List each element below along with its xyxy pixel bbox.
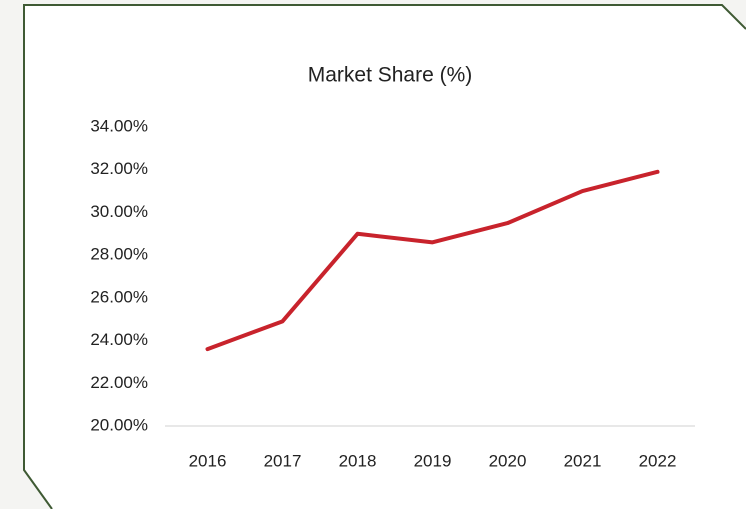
x-tick-label: 2020 (489, 451, 527, 470)
x-tick-label: 2022 (639, 451, 677, 470)
y-tick-label: 24.00% (90, 330, 148, 349)
y-tick-label: 32.00% (90, 159, 148, 178)
x-tick-label: 2017 (264, 451, 302, 470)
y-tick-label: 20.00% (90, 415, 148, 434)
y-tick-label: 34.00% (90, 116, 148, 135)
panel-border (23, 4, 746, 509)
y-tick-label: 28.00% (90, 245, 148, 264)
line-series (205, 169, 660, 352)
y-tick-label: 30.00% (90, 202, 148, 221)
x-tick-label: 2019 (414, 451, 452, 470)
y-tick-label: 22.00% (90, 373, 148, 392)
x-tick-label: 2021 (564, 451, 602, 470)
chart-title: Market Share (%) (308, 64, 473, 87)
y-tick-label: 26.00% (90, 287, 148, 306)
x-tick-label: 2016 (189, 451, 227, 470)
panel (24, 5, 746, 509)
x-tick-label: 2018 (339, 451, 377, 470)
